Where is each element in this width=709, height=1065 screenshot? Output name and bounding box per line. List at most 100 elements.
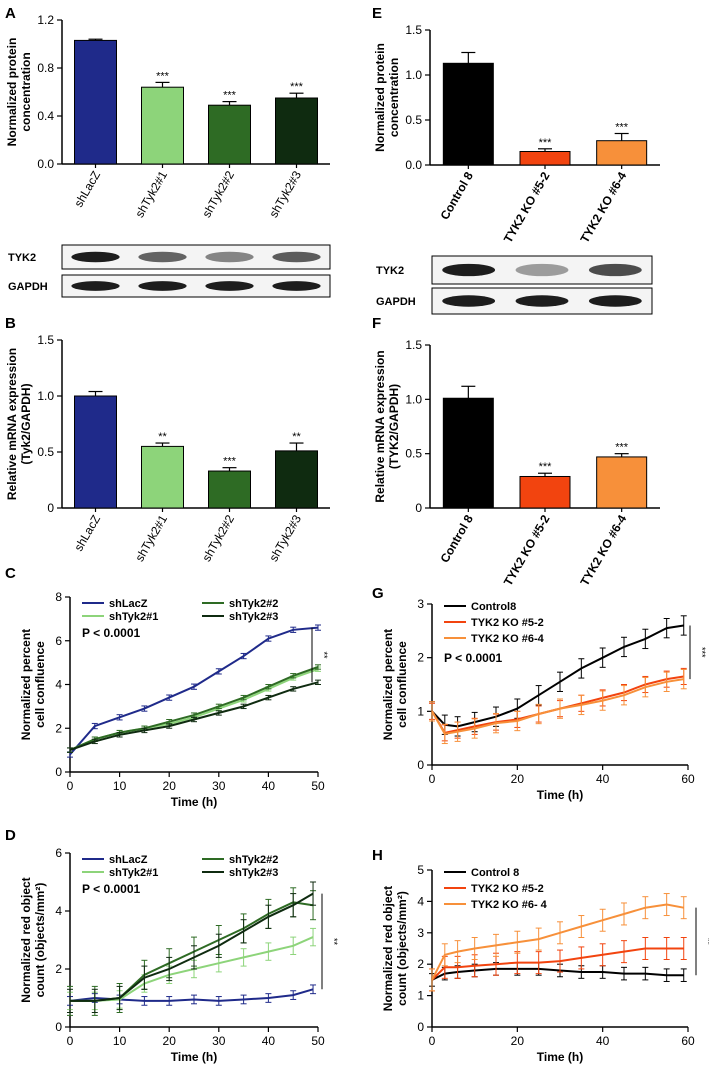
x-tick-label: 20 (511, 772, 525, 786)
panel-letter-e: E (372, 5, 382, 22)
x-tick-label: 40 (262, 1034, 276, 1048)
y-tick-label: 2 (417, 957, 424, 971)
x-tick-label-shtyk2-1: shTyk2#1 (132, 168, 170, 220)
y-tick-label: 8 (55, 590, 62, 604)
y-axis-label: Normalized proteinconcentration (5, 38, 33, 147)
y-axis-label-line: Normalized protein (5, 38, 19, 147)
chart-mrna-shtyk2: 0 0.5 1.0 1.5 Relative mRNA expression(Tyk2/… (5, 333, 330, 564)
chart-red-object-shtyk2: 0 2 4 6 0 10 20 30 40 50 Time (h) Normalized red ob… (19, 846, 339, 1064)
significance-mark: *** (697, 647, 707, 658)
western-blot-a: TYK2 GAPDH (8, 244, 331, 298)
x-tick-label-shtyk2-3: shTyk2#3 (266, 168, 304, 220)
bar-shtyk2-1 (141, 445, 184, 509)
y-tick-label: 0 (55, 765, 62, 779)
blot-band (71, 281, 120, 291)
blot-band (588, 295, 642, 307)
y-tick-label: 1 (417, 704, 424, 718)
blot-band (205, 281, 254, 291)
bar-tyk2-ko-6-4 (596, 140, 648, 166)
legend-label-shtyk2-2: shTyk2#2 (229, 854, 278, 866)
blot-label-gapdh: GAPDH (376, 296, 416, 308)
blot-label-gapdh: GAPDH (8, 281, 48, 293)
blot-band (71, 251, 120, 263)
series-line-tyk2-ko-6-4 (431, 903, 684, 981)
y-axis-label-line: Relative mRNA expression (5, 348, 19, 500)
legend-label-shtyk2-3: shTyk2#3 (229, 611, 278, 623)
x-tick-label: 60 (681, 772, 695, 786)
x-tick-label: 20 (163, 779, 177, 793)
chart-protein-tyk2-ko: 0.0 0.5 1.0 1.5 Normalized proteinconcentrat… (373, 23, 660, 245)
x-tick-label-shtyk2-1: shTyk2#1 (132, 512, 170, 564)
x-tick-label-shlacz: shLacZ (71, 169, 103, 210)
chart-confluence-shtyk2: 0 2 4 6 8 0 10 20 30 40 50 Time (h) Normalized perce… (19, 590, 329, 809)
blot-band (272, 251, 321, 263)
y-tick-label: 1.5 (405, 338, 422, 352)
y-tick-label: 4 (417, 894, 424, 908)
y-axis-label-line: count (objects/mm²) (33, 883, 47, 998)
x-tick-label: 40 (262, 779, 276, 793)
y-axis-label: Relative mRNA expression(Tyk2/GAPDH) (5, 348, 33, 500)
y-axis-label-line: count (objects/mm²) (395, 891, 409, 1006)
y-tick-label: 0 (417, 1020, 424, 1034)
bar-shtyk2-3 (275, 97, 318, 165)
y-tick-label: 0.0 (405, 158, 422, 172)
legend-label-tyk2-ko-5-2: TYK2 KO #5-2 (471, 617, 544, 629)
y-tick-label: 4 (55, 678, 62, 692)
y-tick-label: 1.5 (405, 23, 422, 37)
y-tick-label: 0 (417, 758, 424, 772)
legend-label-tyk2-ko-5-2: TYK2 KO #5-2 (471, 883, 544, 895)
blot-band (442, 295, 496, 307)
y-axis-label-line: Normalized protein (373, 43, 387, 152)
panel-letter-h: H (372, 847, 383, 864)
legend-label-shlacz: shLacZ (109, 854, 148, 866)
x-tick-label: 0 (67, 1034, 74, 1048)
legend-label-shtyk2-2: shTyk2#2 (229, 598, 278, 610)
blot-band (515, 263, 569, 277)
significance-label: *** (223, 456, 237, 468)
x-axis-label: Time (h) (537, 1050, 583, 1064)
significance-mark: ** (329, 938, 339, 946)
x-tick-label: 20 (163, 1034, 177, 1048)
significance-mark: ** (703, 938, 709, 946)
legend-label-tyk2-ko-6-4: TYK2 KO #6-4 (471, 633, 545, 645)
significance-label: *** (223, 90, 237, 102)
panel-letter-g: G (372, 585, 384, 602)
legend-label-shtyk2-3: shTyk2#3 (229, 867, 278, 879)
significance-label: *** (156, 70, 170, 82)
blot-band (588, 263, 642, 277)
y-tick-label: 0.5 (405, 447, 422, 461)
x-tick-label-tyk2-ko-5-2: TYK2 KO #5-2 (501, 512, 553, 588)
blot-band (205, 251, 254, 263)
significance-label: *** (615, 442, 629, 454)
panel-letter-f: F (372, 315, 381, 332)
blot-band (515, 295, 569, 307)
x-tick-label-tyk2-ko-6-4: TYK2 KO #6-4 (577, 512, 629, 588)
y-tick-label: 1 (417, 989, 424, 1003)
x-axis-label: Time (h) (171, 1050, 217, 1064)
y-tick-label: 0.5 (37, 445, 54, 459)
x-tick-label-tyk2-ko-6-4: TYK2 KO #6-4 (577, 169, 629, 245)
blot-band (442, 263, 496, 277)
bar-shtyk2-2 (208, 470, 251, 509)
blot-band (138, 281, 187, 291)
y-tick-label: 5 (417, 863, 424, 877)
x-tick-label: 10 (113, 1034, 127, 1048)
y-tick-label: 0 (415, 501, 422, 515)
x-tick-label-control-8: Control 8 (437, 169, 476, 222)
legend-label-control-8: Control 8 (471, 867, 519, 879)
x-axis-label: Time (h) (537, 788, 583, 802)
x-tick-label: 50 (311, 1034, 325, 1048)
x-tick-label: 40 (596, 772, 610, 786)
panel-letter-c: C (5, 565, 16, 582)
x-tick-label: 20 (511, 1034, 525, 1048)
y-axis-label: Normalized percentcell confluence (19, 629, 47, 740)
x-axis-label: Time (h) (171, 795, 217, 809)
blot-label-tyk2: TYK2 (8, 252, 36, 264)
significance-mark: ** (319, 651, 329, 659)
bar-tyk2-ko-5-2 (519, 151, 571, 166)
y-axis-label-line: cell confluence (33, 641, 47, 728)
y-tick-label: 1.0 (405, 392, 422, 406)
legend-label-tyk2-ko-6-4: TYK2 KO #6- 4 (471, 899, 548, 911)
p-value-label: P < 0.0001 (82, 882, 140, 896)
y-tick-label: 3 (417, 597, 424, 611)
